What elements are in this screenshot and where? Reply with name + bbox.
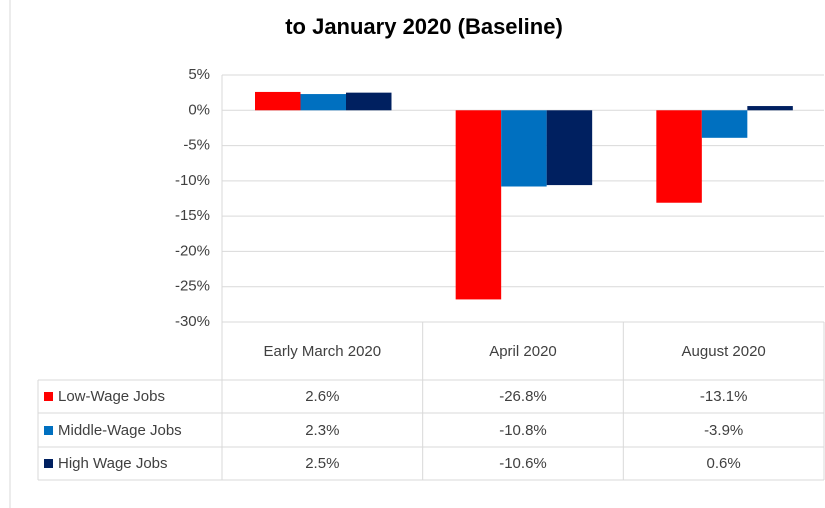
value-cell: -10.8% bbox=[499, 421, 547, 439]
bar bbox=[501, 110, 547, 187]
category-label: August 2020 bbox=[681, 342, 766, 360]
legend-entry: Low-Wage Jobs bbox=[38, 380, 222, 413]
legend-label: High Wage Jobs bbox=[58, 455, 168, 472]
legend-label: Middle-Wage Jobs bbox=[58, 421, 182, 439]
bar bbox=[656, 110, 702, 203]
y-tick-label: -20% bbox=[175, 242, 210, 259]
category-label: April 2020 bbox=[489, 342, 557, 360]
value-cell: 2.6% bbox=[305, 388, 340, 405]
bar bbox=[255, 91, 301, 111]
bar bbox=[455, 110, 502, 300]
y-tick-label: -15% bbox=[175, 207, 210, 224]
y-tick-label: -5% bbox=[183, 137, 210, 154]
y-tick-label: 0% bbox=[188, 101, 210, 118]
legend-entry: High Wage Jobs bbox=[38, 447, 222, 480]
bar bbox=[546, 110, 593, 186]
bar bbox=[701, 110, 748, 138]
bar bbox=[346, 92, 392, 111]
value-cell: -3.9% bbox=[704, 421, 744, 439]
y-tick-label: 5% bbox=[188, 66, 210, 83]
y-tick-label: -10% bbox=[175, 172, 210, 189]
value-cell: -26.8% bbox=[499, 388, 547, 405]
y-tick-label: -25% bbox=[175, 278, 210, 295]
legend-label: Low-Wage Jobs bbox=[58, 388, 165, 405]
chart-title: to January 2020 (Baseline) bbox=[285, 14, 563, 39]
legend-entry: Middle-Wage Jobs bbox=[38, 413, 222, 447]
legend-swatch bbox=[44, 425, 53, 435]
category-label: Early March 2020 bbox=[263, 342, 382, 360]
y-tick-label: -30% bbox=[175, 313, 210, 330]
legend-swatch bbox=[44, 392, 53, 401]
value-cell: 2.3% bbox=[305, 421, 340, 439]
bar bbox=[747, 106, 793, 111]
value-cell: 0.6% bbox=[706, 455, 741, 472]
legend-swatch bbox=[44, 459, 53, 468]
value-cell: -13.1% bbox=[699, 388, 748, 405]
bar bbox=[300, 94, 346, 111]
value-cell: -10.6% bbox=[499, 455, 547, 472]
value-cell: 2.5% bbox=[305, 455, 340, 472]
